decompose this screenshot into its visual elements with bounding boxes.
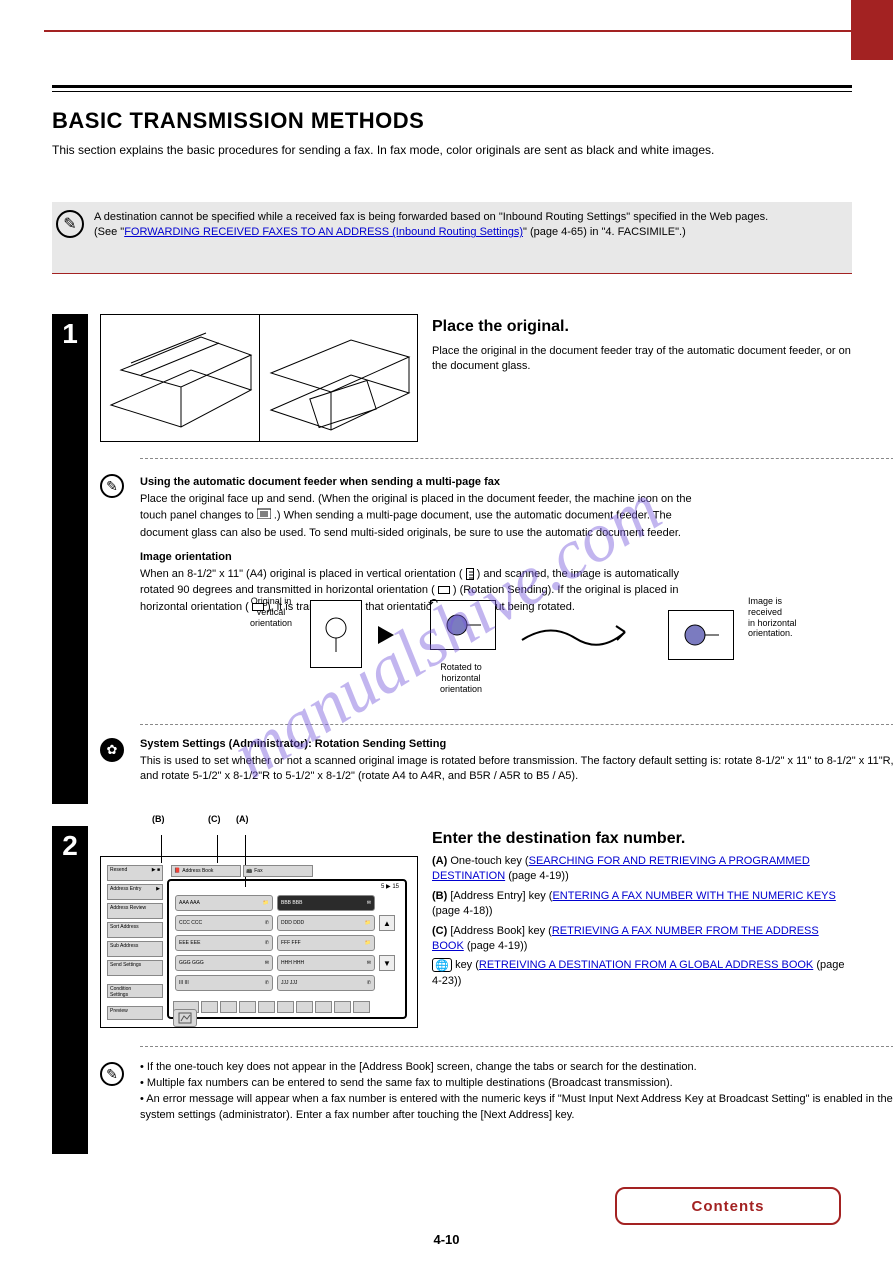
label-a: (A)	[236, 814, 249, 824]
onetouch-key[interactable]: JJJ JJJ✆	[277, 975, 375, 991]
sys-body: This is used to set whether or not a sca…	[140, 754, 893, 785]
s2-note2: • Multiple fax numbers can be entered to…	[140, 1076, 893, 1092]
panel-list-area: 5 ▶ 15 AAA AAA📁 BBB BBB✉ CCC CCC✆ DDD DD…	[167, 879, 407, 1019]
link-b[interactable]: ENTERING A FAX NUMBER WITH THE NUMERIC K…	[552, 890, 835, 902]
onetouch-key[interactable]: CCC CCC✆	[175, 915, 273, 931]
list-count: 5 ▶ 15	[381, 883, 399, 890]
label-b: (B)	[152, 814, 165, 824]
tab-address-book[interactable]: 📕 Address Book	[171, 865, 241, 877]
note-link[interactable]: FORWARDING RECEIVED FAXES TO AN ADDRESS …	[124, 226, 523, 238]
step1-note-ln3: document glass can also be used. To send…	[140, 525, 893, 542]
step-2-note: • If the one-touch key does not appear i…	[140, 1060, 893, 1124]
step-2-title: Enter the destination fax number.	[432, 830, 685, 848]
resend-button[interactable]: Resend ▶ ■	[107, 865, 163, 881]
step-2-body: (A) One-touch key (SEARCHING FOR AND RET…	[432, 854, 852, 993]
arrow-icon	[378, 626, 394, 644]
globe-key-icon: 🌐	[432, 958, 452, 972]
onetouch-key[interactable]: BBB BBB✉	[277, 895, 375, 911]
orient-ln1: When an 8-1/2" x 11" (A4) original is pl…	[140, 566, 893, 583]
orient-hdr: Image orientation	[140, 549, 893, 566]
sys-hdr: System Settings (Administrator): Rotatio…	[140, 738, 446, 750]
note-box: ✎ A destination cannot be specified whil…	[52, 202, 852, 274]
tab-fax[interactable]: 📠 Fax	[243, 865, 313, 877]
pencil-icon: ✎	[56, 210, 84, 238]
preview-icon-button[interactable]	[173, 1009, 197, 1027]
cap-orig: Original in vertical orientation	[250, 596, 292, 628]
scanner-illustration	[100, 314, 418, 442]
red-rule	[44, 30, 852, 32]
step-2: 2 (B) (C) (A) Resend ▶ ■ Address Entry ▶…	[52, 826, 852, 1154]
step-number: 2	[52, 826, 88, 1154]
accent-block	[851, 0, 893, 60]
onetouch-key[interactable]: FFF FFF📁	[277, 935, 375, 951]
touch-panel: Resend ▶ ■ Address Entry ▶ Address Revie…	[100, 856, 418, 1028]
step1-note-hdr: Using the automatic document feeder when…	[140, 474, 893, 491]
panel-left-col: Resend ▶ ■ Address Entry ▶ Address Revie…	[107, 865, 163, 1020]
onetouch-key[interactable]: III III✆	[175, 975, 273, 991]
s2-note1: • If the one-touch key does not appear i…	[140, 1060, 893, 1076]
preview-button-label[interactable]: Preview	[107, 1006, 163, 1020]
orientation-diagram: Original in vertical orientation ↶ Rotat…	[140, 600, 893, 690]
onetouch-key[interactable]: DDD DDD📁	[277, 915, 375, 931]
address-entry-button[interactable]: Address Entry ▶	[107, 884, 163, 900]
step-1: 1 Place the original. Place the original…	[52, 314, 852, 804]
step1-note-ln1: Place the original face up and send. (Wh…	[140, 491, 893, 508]
onetouch-key[interactable]: HHH HHH✉	[277, 955, 375, 971]
note-text: A destination cannot be specified while …	[94, 210, 844, 241]
note-line-1: A destination cannot be specified while …	[94, 210, 844, 225]
intro-text: This section explains the basic procedur…	[52, 142, 852, 159]
s2-note3: • An error message will appear when a fa…	[140, 1092, 893, 1124]
index-tabs[interactable]	[173, 1001, 370, 1013]
double-rule-top	[52, 85, 852, 88]
pencil-icon: ✎	[100, 1062, 124, 1086]
page-title: BASIC TRANSMISSION METHODS	[52, 108, 424, 134]
pencil-icon: ✎	[100, 474, 124, 498]
note-line-2: (See "FORWARDING RECEIVED FAXES TO AN AD…	[94, 225, 844, 240]
contents-button[interactable]: Contents	[615, 1187, 841, 1225]
cap-rot: Rotated to horizontal orientation	[440, 662, 482, 694]
condition-button[interactable]: Condition Settings	[107, 984, 163, 998]
onetouch-key[interactable]: AAA AAA📁	[175, 895, 273, 911]
dashed-rule-1	[140, 458, 893, 459]
step-1-body: Place the original in the document feede…	[432, 344, 852, 375]
address-review-button[interactable]: Address Review	[107, 903, 163, 919]
scroll-up-button[interactable]: ▲	[379, 915, 395, 931]
step-1-note: Using the automatic document feeder when…	[140, 474, 893, 615]
label-c: (C)	[208, 814, 221, 824]
onetouch-key[interactable]: GGG GGG✉	[175, 955, 273, 971]
sort-address-button[interactable]: Sort Address	[107, 922, 163, 938]
double-rule-bottom	[52, 91, 852, 92]
sub-address-button[interactable]: Sub Address	[107, 941, 163, 957]
link-d[interactable]: RETREIVING A DESTINATION FROM A GLOBAL A…	[479, 959, 813, 971]
scroll-down-button[interactable]: ▼	[379, 955, 395, 971]
wave-arrow-icon	[520, 620, 640, 650]
page-number: 4-10	[0, 1232, 893, 1247]
step-1-title: Place the original.	[432, 318, 569, 336]
dashed-rule-2	[140, 724, 893, 725]
step1-note-ln2: touch panel changes to .) When sending a…	[140, 507, 893, 525]
onetouch-key[interactable]: EEE EEE✆	[175, 935, 273, 951]
send-settings-button[interactable]: Send Settings	[107, 960, 163, 976]
cap-recv: Image is received in horizontal orientat…	[748, 596, 797, 639]
gear-icon: ✿	[100, 738, 124, 762]
step-number: 1	[52, 314, 88, 804]
dashed-rule-3	[140, 1046, 893, 1047]
